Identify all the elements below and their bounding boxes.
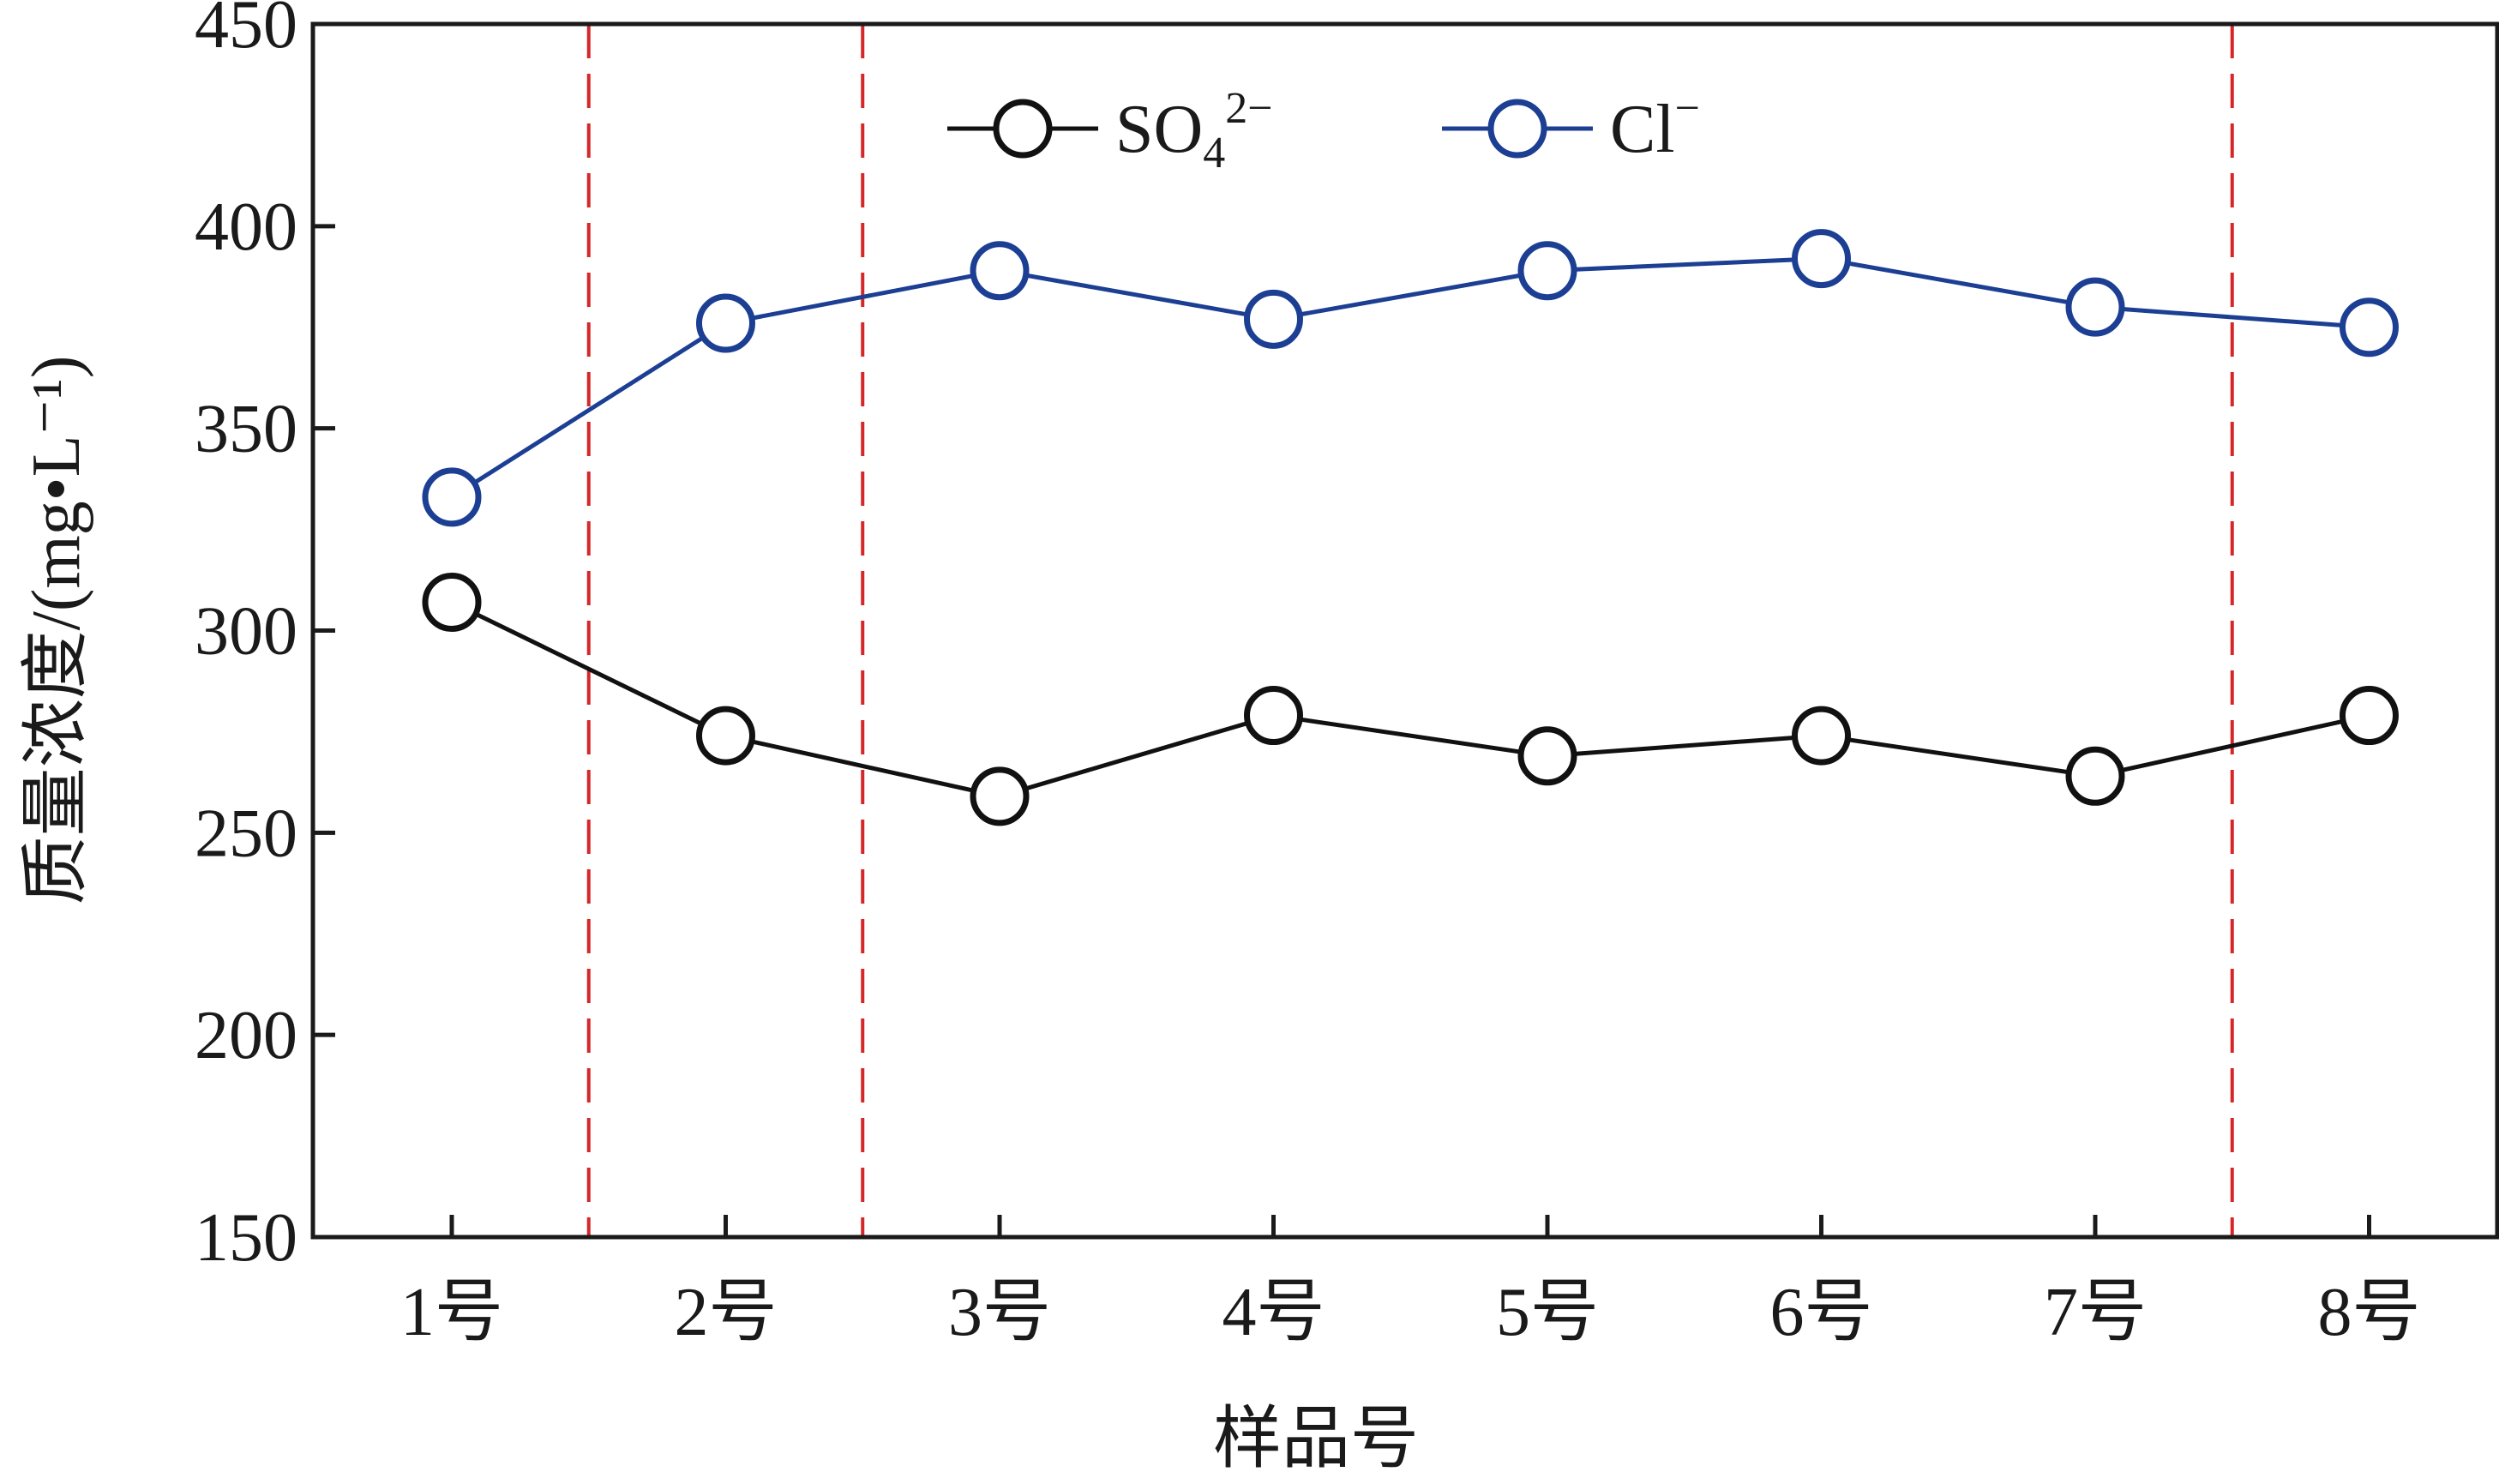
data-point (1244, 289, 1303, 349)
x-tick-label: 7号 (2044, 1275, 2147, 1350)
legend-marker (993, 99, 1053, 159)
y-tick-label: 400 (195, 189, 297, 265)
data-point (1517, 241, 1577, 301)
data-point (1792, 706, 1851, 766)
y-tick-label: 450 (195, 0, 297, 63)
data-point (2340, 297, 2399, 357)
y-tick-label: 200 (195, 998, 297, 1073)
x-tick-label: 5号 (1496, 1275, 1599, 1350)
x-tick-label: 2号 (675, 1275, 778, 1350)
y-axis-title: 质量浓度/(mg•L⁻¹) (19, 356, 94, 905)
data-point (1244, 686, 1303, 746)
data-point (970, 766, 1030, 826)
data-point (2065, 746, 2125, 806)
data-point (2340, 686, 2399, 746)
series-1 (422, 572, 2399, 826)
series-layer (422, 229, 2399, 826)
x-axis: 1号 2号 3号 4号 5号 6号 7号 8号 (400, 1215, 2421, 1350)
y-tick-label: 350 (195, 392, 297, 467)
y-tick-label: 250 (195, 796, 297, 871)
data-point (1517, 726, 1577, 786)
x-tick-label: 3号 (948, 1275, 1051, 1350)
legend-item: SO42− (947, 84, 1273, 177)
x-tick-label: 4号 (1222, 1275, 1325, 1350)
legend-item: Cl− (1442, 84, 1700, 167)
data-point (970, 241, 1030, 301)
y-tick-label: 300 (195, 594, 297, 670)
data-point (422, 572, 482, 632)
data-point (422, 467, 482, 527)
series-2 (422, 229, 2399, 527)
legend-label: Cl− (1610, 84, 1700, 167)
y-axis: 150 200 250 300 350 400 450 (195, 0, 335, 1276)
x-tick-label: 8号 (2318, 1275, 2421, 1350)
plot-frame (310, 21, 2499, 1240)
x-axis-title: 样品号 (1213, 1402, 1419, 1477)
legend-marker (1487, 99, 1547, 159)
y-tick-label: 150 (195, 1200, 297, 1276)
data-point (2065, 277, 2125, 337)
series-line (450, 256, 2370, 499)
data-point (1792, 229, 1851, 289)
data-point (696, 706, 755, 766)
legend: SO42− Cl− (947, 84, 1700, 177)
x-tick-label: 6号 (1770, 1275, 1873, 1350)
x-tick-label: 1号 (400, 1275, 503, 1350)
reference-lines (586, 24, 2234, 1237)
legend-label: SO42− (1115, 84, 1273, 177)
series-line (450, 600, 2370, 799)
data-point (696, 293, 755, 353)
